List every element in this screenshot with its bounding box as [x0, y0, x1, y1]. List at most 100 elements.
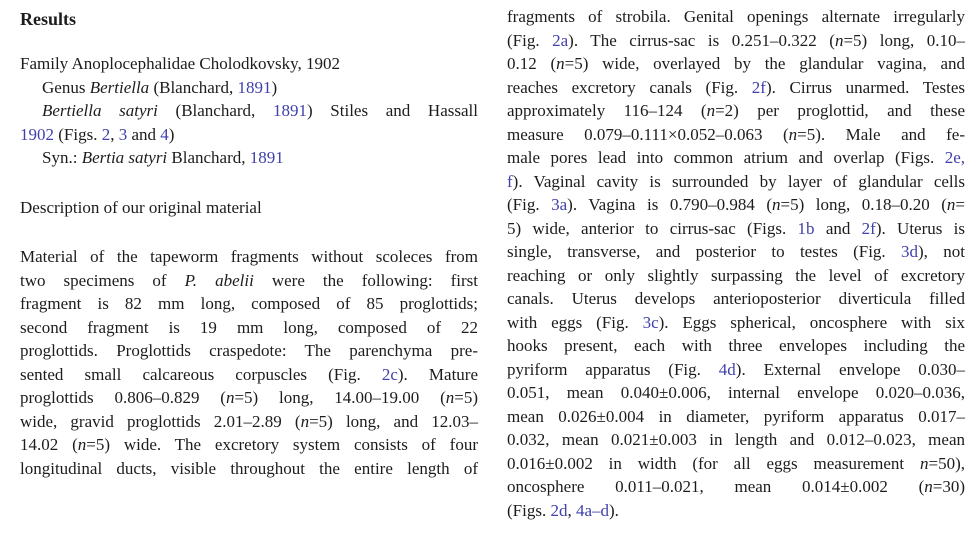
- text-run: ). Mature: [397, 364, 478, 384]
- figure-ref-link[interactable]: 2f: [861, 218, 876, 238]
- text-run: ) Stiles and Hassall: [306, 101, 478, 120]
- italic-text: n: [300, 411, 310, 431]
- text-line: male pores lead into common atrium and o…: [507, 146, 965, 170]
- figure-ref-link[interactable]: 2d: [550, 500, 568, 520]
- text-run: fragment is 82 mm long, composed of 85 p…: [20, 294, 478, 313]
- italic-text: n: [920, 453, 929, 473]
- text-line: Syn.: Bertia satyri Blanchard, 1891: [20, 146, 478, 170]
- text-line: (Figs. 2d, 4a–d).: [507, 499, 965, 523]
- text-run: canals. Uterus develops anterioposterior…: [507, 289, 965, 308]
- text-run: and: [814, 218, 862, 238]
- text-run: (Fig.: [507, 30, 553, 50]
- text-run: measure 0.079–0.111×0.052–0.063 (: [507, 124, 789, 144]
- text-line: (Fig. 3a). Vagina is 0.790–0.984 (n=5) l…: [507, 193, 965, 217]
- text-line: f). Vaginal cavity is surrounded by laye…: [507, 170, 965, 194]
- text-run: with eggs (Fig.: [507, 312, 643, 332]
- text-line: with eggs (Fig. 3c). Eggs spherical, onc…: [507, 311, 965, 335]
- text-run: =5). Male and fe-: [797, 124, 966, 144]
- figure-ref-link[interactable]: 2e,: [944, 148, 965, 167]
- figure-ref-link[interactable]: 3d: [901, 242, 919, 261]
- figure-ref-link[interactable]: 1891: [237, 77, 272, 97]
- figure-ref-link[interactable]: 2f: [751, 77, 766, 97]
- text-run: pyriform apparatus (Fig.: [507, 359, 719, 379]
- text-run: Family Anoplocephalidae Cholodkovsky, 19…: [20, 54, 340, 73]
- figure-ref-link[interactable]: 4a–d: [575, 500, 610, 520]
- text-run: =5) wide. The excretory system consists …: [86, 435, 478, 454]
- figure-ref-link[interactable]: 4d: [718, 359, 736, 379]
- text-run: 5) wide, anterior to cirrus-sac (Figs.: [507, 218, 798, 238]
- text-line: longitudinal ducts, visible throughout t…: [20, 457, 478, 481]
- text-run: ,: [567, 500, 576, 520]
- figure-ref-link[interactable]: 3a: [551, 195, 568, 214]
- italic-text: P. abelii: [184, 270, 254, 290]
- description-subheading: Description of our original material: [20, 198, 262, 217]
- text-run: ): [168, 124, 175, 144]
- text-run: ). External envelope 0.030–: [735, 359, 966, 379]
- figure-ref-link[interactable]: 1891: [272, 101, 307, 120]
- text-run: longitudinal ducts, visible throughout t…: [20, 458, 478, 478]
- italic-text: Bertiella: [89, 77, 150, 97]
- italic-text: n: [924, 477, 933, 496]
- text-run: ). Cirrus unarmed. Testes: [765, 77, 965, 97]
- text-run: proglottids 0.806–0.829 (: [20, 388, 226, 407]
- text-run: (Figs.: [507, 500, 551, 520]
- text-line: 0.032, mean 0.021±0.003 in length and 0.…: [507, 428, 965, 452]
- text-run: reaching or only slightly surpassing the…: [507, 265, 965, 285]
- text-run: hooks present, each with three envelopes…: [507, 336, 965, 355]
- figure-ref-link[interactable]: 2: [101, 124, 111, 144]
- text-line: 5) wide, anterior to cirrus-sac (Figs. 1…: [507, 217, 965, 241]
- figure-ref-link[interactable]: 1891: [249, 148, 284, 167]
- text-run: ). The cirrus-sac is 0.251–0.322 (: [568, 30, 835, 50]
- text-run: ), not: [918, 242, 965, 261]
- text-run: (Blanchard,: [149, 77, 238, 97]
- figure-ref-link[interactable]: 2c: [381, 364, 398, 384]
- figure-ref-link[interactable]: 3: [118, 124, 128, 144]
- text-run: =5) long, and 12.03–: [309, 411, 478, 431]
- text-run: ).: [609, 500, 619, 520]
- text-run: ). Eggs spherical, oncosphere with six: [658, 312, 965, 332]
- text-run: 14.02 (: [20, 435, 78, 454]
- text-run: 0.12 (: [507, 54, 557, 73]
- text-run: =: [955, 195, 965, 214]
- text-line: Family Anoplocephalidae Cholodkovsky, 19…: [20, 52, 478, 76]
- text-run: =2) per proglottid, and these: [715, 101, 965, 120]
- text-run: mean 0.026±0.004 in diameter, pyriform a…: [507, 406, 965, 426]
- text-line: fragments of strobila. Genital openings …: [507, 5, 965, 29]
- figure-ref-link[interactable]: 3c: [642, 312, 659, 332]
- text-run: male pores lead into common atrium and o…: [507, 148, 945, 167]
- text-run: reaches excretory canals (Fig.: [507, 77, 752, 97]
- text-run: approximately 116–124 (: [507, 101, 707, 120]
- text-line: two specimens of P. abelii were the foll…: [20, 269, 478, 293]
- text-run: ,: [110, 124, 119, 144]
- text-run: 0.032, mean 0.021±0.003 in length and 0.…: [507, 430, 965, 449]
- text-line: pyriform apparatus (Fig. 4d). External e…: [507, 358, 965, 382]
- text-run: Material of the tapeworm fragments witho…: [20, 247, 478, 266]
- figure-ref-link[interactable]: 1902: [20, 124, 54, 144]
- text-run: single, transverse, and posterior to tes…: [507, 242, 902, 261]
- text-line: canals. Uterus develops anterioposterior…: [507, 287, 965, 311]
- text-run: =5) long, 0.18–0.20 (: [780, 195, 947, 214]
- results-heading: Results: [20, 9, 77, 29]
- text-line: reaches excretory canals (Fig. 2f). Cirr…: [507, 76, 965, 100]
- italic-text: n: [946, 195, 956, 214]
- description-paragraph-continued: fragments of strobila. Genital openings …: [507, 5, 965, 522]
- text-run: Genus: [42, 77, 90, 97]
- text-line: second fragment is 19 mm long, composed …: [20, 316, 478, 340]
- figure-ref-link[interactable]: f: [507, 171, 513, 191]
- text-run: ). Vaginal cavity is surrounded by layer…: [512, 171, 965, 191]
- text-run: were the following: first: [253, 270, 478, 290]
- text-line: mean 0.026±0.004 in diameter, pyriform a…: [507, 405, 965, 429]
- italic-text: n: [788, 124, 798, 144]
- text-line: 14.02 (n=5) wide. The excretory system c…: [20, 433, 478, 457]
- italic-text: Bertiella satyri: [42, 101, 158, 120]
- text-line: 0.051, mean 0.040±0.006, internal envelo…: [507, 381, 965, 405]
- figure-ref-link[interactable]: 1b: [797, 218, 815, 238]
- text-line: oncosphere 0.011–0.021, mean 0.014±0.002…: [507, 475, 965, 499]
- text-line: reaching or only slightly surpassing the…: [507, 264, 965, 288]
- text-line: hooks present, each with three envelopes…: [507, 334, 965, 358]
- figure-ref-link[interactable]: 2a: [552, 30, 569, 50]
- figure-ref-link[interactable]: 4: [160, 124, 169, 144]
- text-run: =5): [454, 388, 478, 407]
- italic-text: n: [706, 101, 716, 120]
